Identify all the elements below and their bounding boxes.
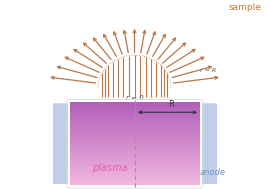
Text: r = R: r = R <box>200 68 216 73</box>
Text: plasma: plasma <box>92 163 128 173</box>
Text: anode: anode <box>200 168 225 177</box>
FancyBboxPatch shape <box>53 103 68 184</box>
Text: sample: sample <box>228 3 261 12</box>
Text: R: R <box>168 100 174 109</box>
FancyBboxPatch shape <box>202 103 217 184</box>
Text: r = 0: r = 0 <box>126 95 143 101</box>
